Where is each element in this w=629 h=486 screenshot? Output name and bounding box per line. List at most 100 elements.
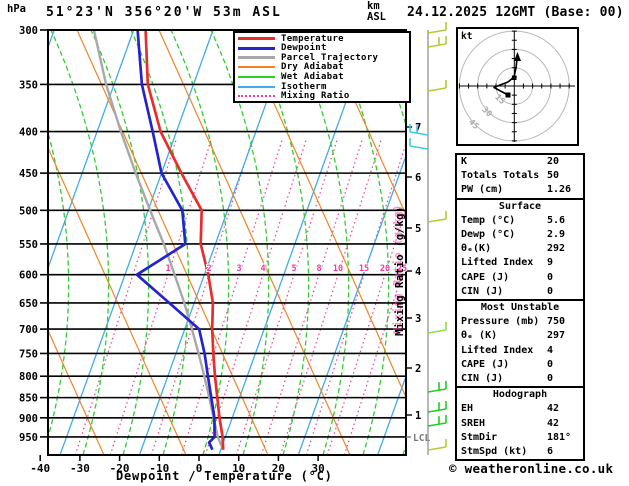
km-tick-label: 1 — [415, 410, 421, 422]
table-row-label: CAPE (J) — [461, 271, 510, 283]
x-axis-title: Dewpoint / Temperature (°C) — [116, 469, 333, 483]
table-row-value: 20 — [547, 156, 560, 167]
km-tick-label: 6 — [415, 172, 421, 184]
legend-label: Mixing Ratio — [281, 91, 350, 102]
altitude-unit-asl: ASL — [367, 11, 386, 23]
mixing-ratio-line — [343, 260, 406, 455]
table-row-value: 50 — [547, 170, 560, 182]
wind-barb-shaft — [427, 87, 447, 92]
indices-panel: K 20 Totals Totals 50 PW (cm) 1.26 Surface Temp… — [455, 153, 585, 462]
table-row-value: 181° — [547, 431, 572, 443]
mixing-ratio-line — [279, 139, 382, 455]
wind-barb-shaft — [427, 422, 447, 427]
table-row-label: K — [461, 156, 468, 167]
table-row-label: θₑ (K) — [461, 330, 498, 342]
table-row-value: 0 — [547, 271, 554, 283]
mixing-ratio-line — [260, 139, 363, 455]
mixing-ratio-value-label: 4 — [260, 264, 265, 274]
legend-swatch-dewpoint — [238, 46, 275, 50]
lcl-label: LCL — [413, 433, 430, 444]
table-row: PW (cm) 1.26 — [457, 183, 583, 197]
copyright-credit: © weatheronline.co.uk — [449, 461, 614, 476]
legend-swatch-dry-adiabat — [238, 66, 275, 69]
table-row: Pressure (mb) 750 — [457, 315, 583, 329]
table-row: θₑ (K) 297 — [457, 329, 583, 343]
table-row-value: 0 — [547, 285, 554, 297]
mixing-ratio-line — [204, 139, 307, 455]
table-row-value: 1.26 — [547, 184, 572, 196]
hodograph-trace-arrow — [514, 52, 521, 61]
table-row: Lifted Index 9 — [457, 256, 583, 270]
table-row-value: 0 — [547, 373, 554, 385]
altitude-unit-km: km — [367, 0, 380, 12]
dry-adiabat-line — [158, 30, 351, 455]
legend-item: Parcel Trajectory — [238, 53, 409, 63]
wind-barb — [427, 211, 447, 223]
wet-adiabat-line — [130, 30, 190, 455]
pressure-tick-label: 500 — [19, 205, 38, 217]
pressure-tick-label: 450 — [19, 168, 38, 180]
altitude-unit-label: km ASL — [367, 1, 386, 23]
table-row-label: Dewp (°C) — [461, 229, 516, 241]
table-row: StmSpd (kt) 6 — [457, 445, 583, 459]
mixing-ratio-value-label: 5 — [291, 264, 296, 274]
hodograph-trace-point — [512, 75, 517, 80]
temp-tick-label: -20 — [110, 462, 130, 475]
mixing-ratio-line — [150, 139, 253, 455]
mixing-ratio-line — [109, 139, 212, 455]
table-row: CAPE (J) 0 — [457, 271, 583, 285]
table-row-value: 0 — [547, 358, 554, 370]
wind-barb-shaft — [427, 43, 447, 48]
legend-label: Dewpoint — [281, 43, 327, 54]
table-row-label: Temp (°C) — [461, 214, 516, 226]
isotherm-line — [377, 374, 406, 455]
table-row-value: 6 — [547, 446, 554, 458]
legend-label: Isotherm — [281, 81, 327, 92]
km-tick-label: 4 — [415, 266, 421, 278]
legend-item: Dewpoint — [238, 43, 409, 54]
wind-barb — [427, 36, 447, 48]
temp-tick-label: 20 — [272, 462, 285, 475]
legend-swatch-isotherm — [238, 85, 275, 88]
parcel-trajectory-trace — [92, 30, 225, 451]
table-row: K 20 — [457, 155, 583, 169]
table-row-label: Pressure (mb) — [461, 316, 540, 328]
table-row: Dewp (°C) 2.9 — [457, 228, 583, 242]
legend-item: Wet Adiabat — [238, 72, 409, 82]
table-row-value: 4 — [547, 344, 554, 356]
temp-tick-label: 30 — [311, 462, 324, 475]
valid-datetime: 24.12.2025 12GMT (Base: 00) — [407, 5, 624, 20]
legend-swatch-mixing-ratio — [238, 95, 275, 98]
mixing-ratio-axis-title: Mixing Ratio (g/kg) — [394, 206, 406, 336]
legend-swatch-parcel-trajectory — [238, 56, 275, 60]
table-row-value: 292 — [547, 243, 566, 255]
wind-barb-shaft — [427, 329, 447, 334]
hodograph-trace — [493, 53, 519, 96]
table-row-label: CAPE (J) — [461, 358, 510, 370]
table-row: Temp (°C) 5.6 — [457, 214, 583, 228]
indices-table: Hodograph EH 42 SREH 42 StmDir 181° StmSpd (kt)… — [455, 386, 585, 462]
indices-table: Most Unstable Pressure (mb) 750 θₑ (K) 297 Li… — [455, 299, 585, 389]
pressure-tick-label: 750 — [19, 348, 38, 360]
temp-tick-label: 0 — [196, 462, 203, 475]
table-row-label: StmSpd (kt) — [461, 446, 528, 458]
table-row: CIN (J) 0 — [457, 285, 583, 299]
table-row: Lifted Index 4 — [457, 344, 583, 358]
legend-label: Wet Adiabat — [281, 71, 344, 82]
table-row-label: CIN (J) — [461, 285, 504, 297]
km-tick-label: 5 — [415, 223, 421, 235]
wind-barb-shaft — [427, 408, 447, 413]
table-row: CIN (J) 0 — [457, 372, 583, 386]
legend-item: Dry Adiabat — [238, 62, 409, 73]
plot-area — [48, 30, 406, 455]
wind-barb — [427, 439, 447, 451]
legend-label: Dry Adiabat — [281, 62, 344, 73]
table-row-label: SREH — [461, 417, 486, 429]
dewpoint-trace — [135, 30, 216, 451]
km-tick-label: 3 — [415, 313, 421, 325]
table-row: Totals Totals 50 — [457, 169, 583, 183]
isotherm-line — [48, 30, 135, 270]
